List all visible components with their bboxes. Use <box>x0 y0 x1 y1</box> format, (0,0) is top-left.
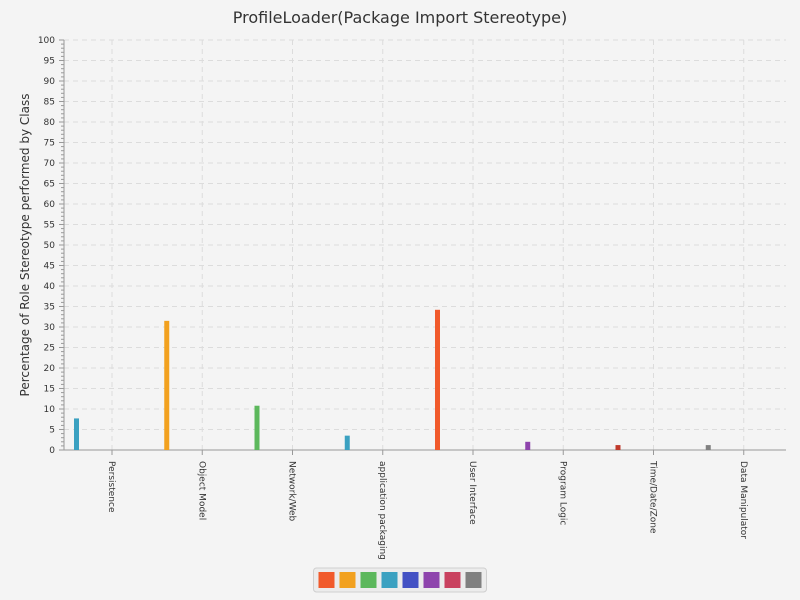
y-tick-label: 5 <box>49 426 55 436</box>
legend-swatch <box>402 572 419 588</box>
legend-swatch <box>465 572 482 588</box>
legend-swatch <box>444 572 461 588</box>
legend-swatch <box>318 572 335 588</box>
legend <box>313 567 487 593</box>
y-tick-label: 75 <box>44 139 55 149</box>
y-tick-label: 35 <box>44 303 55 313</box>
y-tick-label: 40 <box>44 282 56 292</box>
bar <box>435 309 440 450</box>
legend-swatch <box>381 572 398 588</box>
x-tick-label: Persistence <box>106 461 116 513</box>
y-tick-label: 30 <box>44 323 56 333</box>
x-tick-label: Object Model <box>196 461 206 520</box>
y-tick-label: 65 <box>44 180 55 190</box>
x-tick-label: Data Manipulator <box>738 461 748 539</box>
x-tick-label: application packaging <box>377 461 387 560</box>
grid <box>64 39 786 450</box>
y-tick-label: 55 <box>44 221 55 231</box>
x-tick-label: Program Logic <box>557 461 567 525</box>
y-tick-label: 70 <box>44 159 56 169</box>
y-tick-label: 90 <box>44 77 56 87</box>
bars <box>74 309 711 450</box>
x-tick-label: User Interface <box>467 461 477 525</box>
x-tick-label: Time/Date/Zone <box>648 460 658 534</box>
y-tick-label: 95 <box>44 57 55 67</box>
y-tick-label: 0 <box>49 446 55 456</box>
y-tick-label: 50 <box>44 241 56 251</box>
chart-title: ProfileLoader(Package Import Stereotype) <box>233 8 568 27</box>
y-tick-label: 85 <box>44 98 55 108</box>
tick-labels: 0 5 10 15 20 25 30 35 40 45 50 55 60 65 70 75 80 85 90 95 10… <box>38 36 748 560</box>
y-tick-label: 45 <box>44 262 55 272</box>
bar <box>74 418 79 450</box>
bar <box>705 445 711 450</box>
bar <box>164 320 170 450</box>
y-axis-label: Percentage of Role Stereotype performed … <box>18 94 32 397</box>
axes <box>59 39 786 455</box>
bar <box>254 405 260 450</box>
y-tick-label: 100 <box>38 36 55 46</box>
y-tick-label: 60 <box>44 200 56 210</box>
y-tick-label: 10 <box>44 405 56 415</box>
bar <box>525 441 531 450</box>
legend-frame <box>313 567 487 593</box>
bar <box>615 445 621 450</box>
y-tick-label: 20 <box>44 364 56 374</box>
legend-swatch <box>339 572 356 588</box>
y-tick-label: 25 <box>44 344 55 354</box>
y-tick-label: 80 <box>44 118 56 128</box>
legend-swatch <box>360 572 377 588</box>
x-tick-label: Network/Web <box>287 461 297 522</box>
y-tick-label: 15 <box>44 385 55 395</box>
bar <box>344 435 350 450</box>
legend-swatch <box>423 572 440 588</box>
